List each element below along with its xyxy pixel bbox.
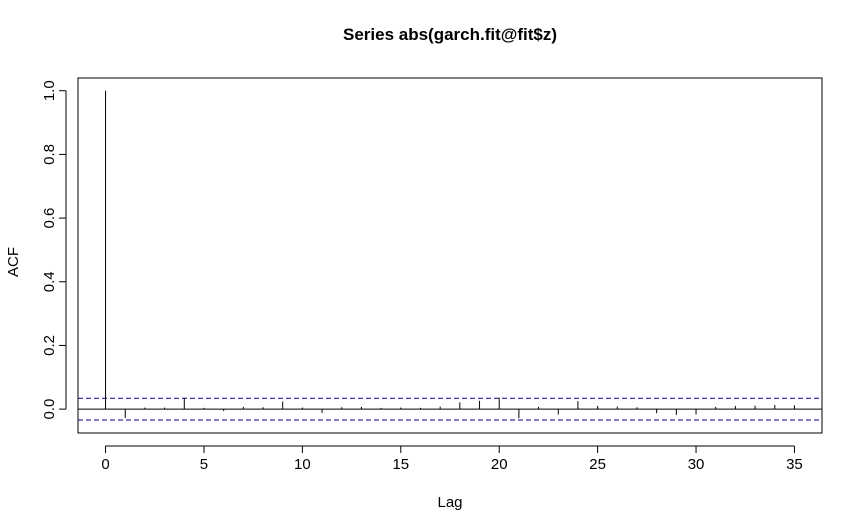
x-tick-label-0: 0 <box>101 456 109 473</box>
y-axis-label: ACF <box>5 247 22 277</box>
y-tick-label-0.6: 0.6 <box>41 208 58 229</box>
y-tick-label-0.4: 0.4 <box>41 271 58 292</box>
x-tick-label-5: 5 <box>200 456 208 473</box>
x-tick-label-20: 20 <box>491 456 508 473</box>
chart-title: Series abs(garch.fit@fit$z) <box>343 25 557 44</box>
x-tick-label-10: 10 <box>294 456 311 473</box>
x-tick-label-25: 25 <box>589 456 606 473</box>
y-tick-label-0.8: 0.8 <box>41 144 58 165</box>
y-tick-label-0.0: 0.0 <box>41 399 58 420</box>
y-tick-label-0.2: 0.2 <box>41 335 58 356</box>
x-tick-label-30: 30 <box>688 456 705 473</box>
x-tick-label-35: 35 <box>786 456 803 473</box>
plot-frame <box>77 77 823 434</box>
x-axis-label: Lag <box>437 494 462 511</box>
y-tick-label-1.0: 1.0 <box>41 80 58 101</box>
x-tick-label-15: 15 <box>392 456 409 473</box>
plot-area: 0 5 10 15 20 25 30 35 0.0 0.2 0.4 0.6 0.8 1.0 <box>41 77 823 473</box>
